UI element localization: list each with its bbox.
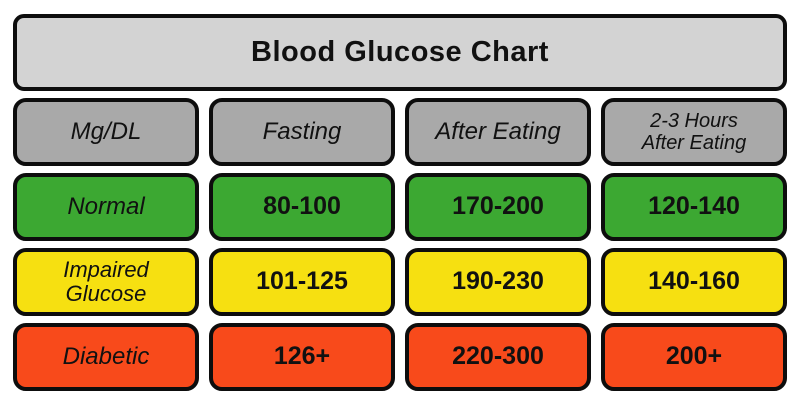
cell-impaired-fasting: 101-125: [209, 248, 395, 316]
cell-normal-2-3-hours: 120-140: [601, 173, 787, 241]
column-header-2-3-hours-after-eating: 2-3 Hours After Eating: [601, 98, 787, 166]
row-label-normal: Normal: [13, 173, 199, 241]
column-header-mgdl: Mg/DL: [13, 98, 199, 166]
cell-impaired-2-3-hours: 140-160: [601, 248, 787, 316]
cell-impaired-after-eating: 190-230: [405, 248, 591, 316]
chart-title-bar: Blood Glucose Chart: [13, 14, 787, 91]
glucose-table: Mg/DL Fasting After Eating 2-3 Hours Aft…: [13, 98, 787, 391]
cell-diabetic-2-3-hours: 200+: [601, 323, 787, 391]
chart-title: Blood Glucose Chart: [251, 36, 549, 68]
row-label-diabetic: Diabetic: [13, 323, 199, 391]
column-header-fasting: Fasting: [209, 98, 395, 166]
cell-normal-after-eating: 170-200: [405, 173, 591, 241]
blood-glucose-chart: Blood Glucose Chart Mg/DL Fasting After …: [13, 14, 787, 391]
row-label-impaired-glucose: Impaired Glucose: [13, 248, 199, 316]
cell-diabetic-after-eating: 220-300: [405, 323, 591, 391]
cell-normal-fasting: 80-100: [209, 173, 395, 241]
column-header-after-eating: After Eating: [405, 98, 591, 166]
cell-diabetic-fasting: 126+: [209, 323, 395, 391]
